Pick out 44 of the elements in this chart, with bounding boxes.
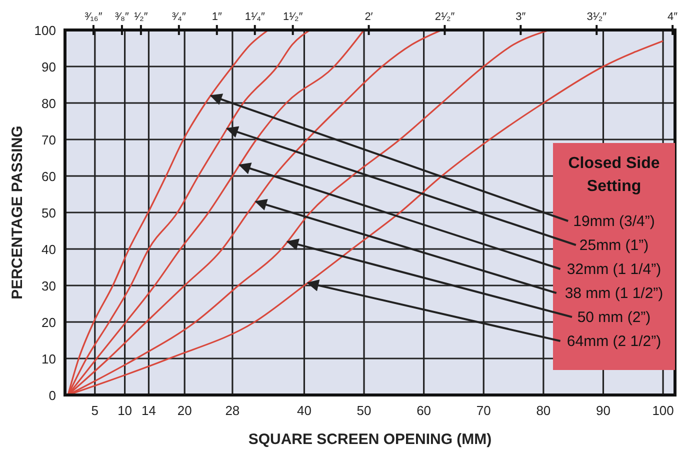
x2-tick-label: 1″: [212, 11, 222, 23]
y-tick-label: 10: [42, 352, 56, 366]
x2-tick-label: ³⁄₄″: [172, 11, 186, 23]
x-tick-label: 80: [536, 403, 551, 418]
y-tick-label: 100: [34, 23, 56, 38]
y-tick-label: 80: [42, 96, 56, 111]
x2-tick-label: 3″: [516, 11, 526, 23]
x-tick-label: 60: [416, 403, 432, 418]
y-tick-label: 40: [42, 242, 56, 257]
x-tick-label: 14: [141, 403, 156, 418]
x2-tick-label: 1¹⁄₂″: [282, 11, 303, 23]
x-tick-label: 20: [177, 403, 192, 418]
x2-tick-label: 3¹⁄₂″: [586, 11, 607, 23]
annotation: 32mm (1 1/4”): [566, 261, 662, 278]
x2-tick-label: ³⁄₈″: [114, 11, 130, 23]
annotation: 38 mm (1 1/2”): [564, 285, 664, 302]
x-tick-label: 70: [476, 403, 491, 418]
x-axis-title: SQUARE SCREEN OPENING (MM): [248, 431, 492, 448]
annotation: 50 mm (2”): [577, 309, 651, 326]
x-tick-label: 50: [356, 403, 372, 418]
annotation: Closed Side Setting: [568, 155, 660, 195]
x-tick-label: 28: [225, 403, 240, 418]
annotation: 25mm (1”): [579, 237, 649, 254]
y-tick-label: 70: [42, 132, 56, 148]
y-tick-label: 0: [48, 388, 56, 403]
x2-tick-label: ³⁄₁₆″: [84, 11, 102, 23]
annotation: 19mm (3/4”): [573, 213, 655, 230]
y-tick-label: 30: [42, 278, 56, 294]
x-tick-label: 10: [118, 403, 132, 418]
x2-tick-label: 1¹⁄₄″: [244, 11, 265, 23]
x2-tick-label: 4″: [668, 11, 678, 23]
x-tick-label: 40: [296, 403, 312, 418]
x2-tick-label: 2¹⁄₂″: [434, 11, 455, 23]
annotation: 64mm (2 1/2”): [566, 333, 662, 350]
x2-tick-label: ¹⁄₂″: [134, 11, 148, 23]
x2-tick-label: 2′: [364, 11, 373, 23]
x-tick-label: 5: [91, 403, 99, 418]
x-tick-label: 90: [596, 403, 610, 418]
y-tick-label: 60: [42, 169, 56, 184]
y-axis-title: PERCENTAGE PASSING: [9, 126, 26, 300]
y-tick-label: 90: [42, 60, 56, 74]
y-tick-label: 50: [42, 206, 56, 220]
x-tick-label: 100: [652, 403, 674, 418]
y-tick-label: 20: [42, 315, 56, 330]
